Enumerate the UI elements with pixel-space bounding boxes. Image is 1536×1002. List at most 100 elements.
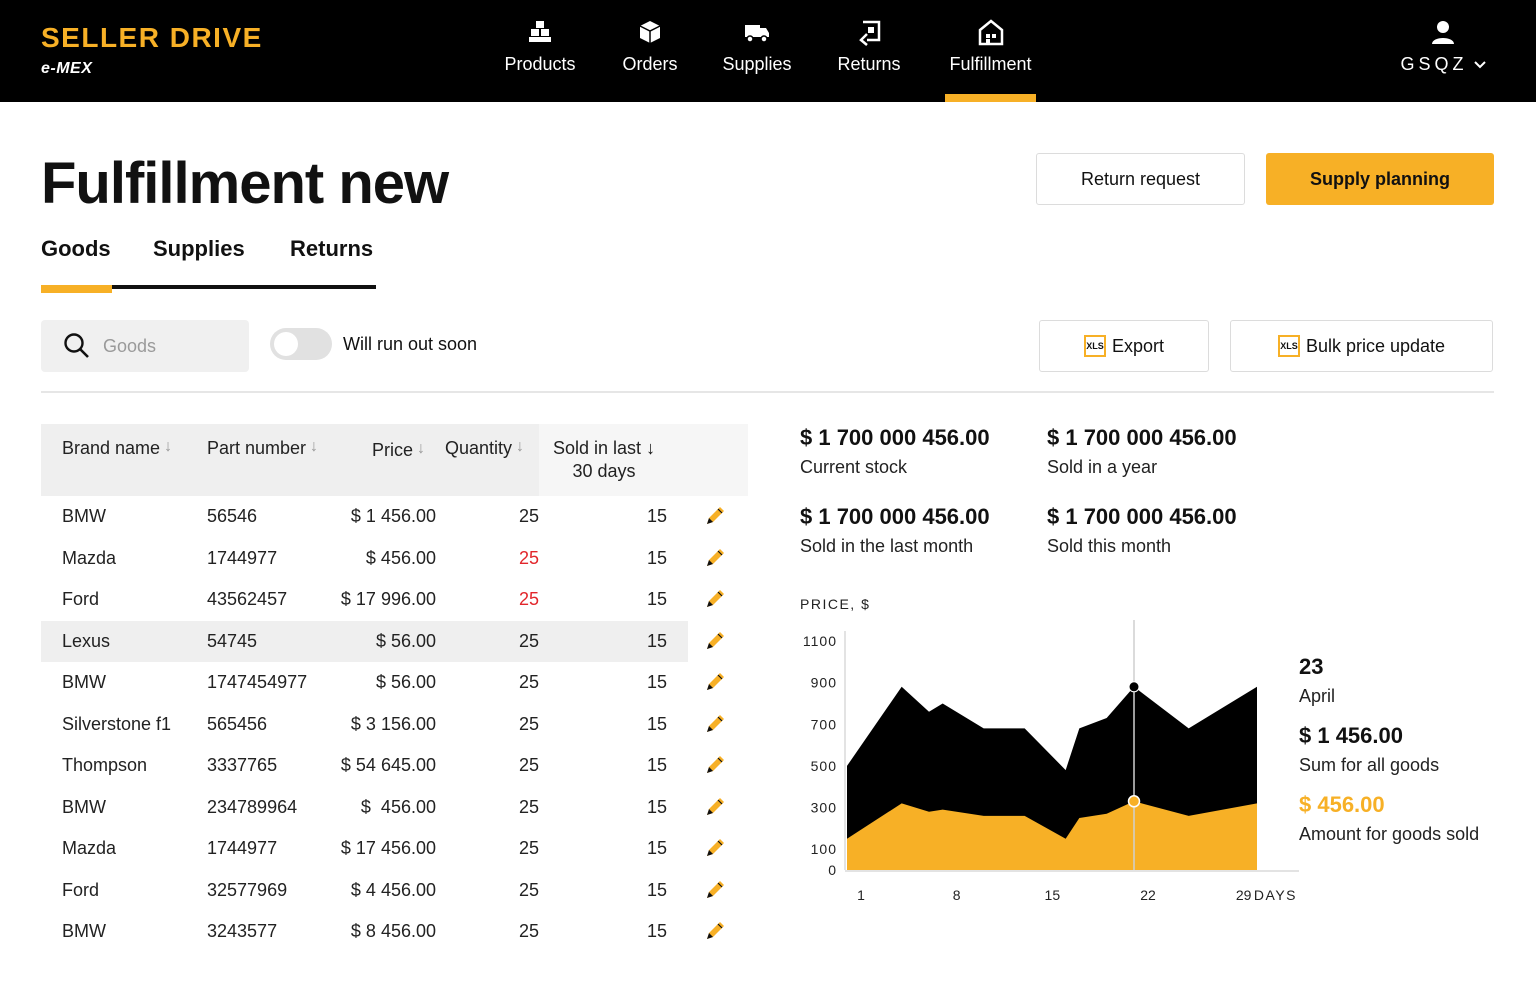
edit-pencil-icon [707,922,724,939]
cell-quantity: 25 [518,838,539,858]
area-series-sold [847,801,1257,870]
brand-logo[interactable]: SELLER DRIVE [41,22,263,53]
edit-button[interactable] [703,919,727,948]
table-row[interactable]: BMW 234789964 $ 456.00 25 15 [41,787,748,829]
header-part-label: Part number [207,438,307,458]
edit-button[interactable] [703,878,727,907]
cell-price: $ 8 456.00 [350,921,436,941]
marker-sold: $ 456.00 [1299,792,1385,817]
marker-total: $ 1 456.00 [1299,723,1403,748]
cell-sold: 15 [646,506,667,526]
table-row[interactable]: BMW 1747454977 $ 56.00 25 15 [41,662,748,704]
header-quantity-label: Quantity [445,438,513,458]
nav-fulfillment-label: Fulfillment [949,54,1032,74]
cell-brand: BMW [62,672,106,692]
cell-price: $ 3 156.00 [350,713,436,734]
cell-price: $ 17 456.00 [340,838,436,858]
export-button[interactable]: XLS Export [1039,320,1209,372]
x-tick-label: 8 [953,887,961,903]
nav-orders[interactable]: Orders [615,18,685,102]
cell-price: $ 56.00 [375,672,436,692]
table-row[interactable]: Lexus 54745 $ 56.00 25 15 [41,620,748,663]
tab-returns[interactable]: Returns [290,236,374,261]
header-part-number[interactable]: Part number ↓ [207,438,318,459]
nav-returns[interactable]: Returns [833,18,905,102]
cell-part-number: 43562457 [207,589,288,609]
top-navigation-bar: SELLER DRIVE e-MEX Products Orders Suppl… [0,0,1536,102]
y-tick-label: 300 [811,800,837,816]
price-chart[interactable]: PRICE, $ 0 100 300 500 700 900 1100 1 8 15 22 29 DAYS [780,590,1310,910]
cell-sold: 15 [646,589,667,609]
cell-part-number: 234789964 [207,796,298,817]
edit-button[interactable] [703,587,727,616]
edit-button[interactable] [703,629,727,658]
table-row[interactable]: Ford 43562457 $ 17 996.00 25 15 [41,579,748,621]
will-run-out-toggle[interactable] [270,328,332,360]
return-icon [859,20,881,46]
header-brand[interactable]: Brand name ↓ [62,438,172,459]
cell-part-number: 1744977 [207,838,278,858]
cell-sold: 15 [646,838,667,858]
brand-sub-logo: e-MEX [41,60,93,77]
x-tick-label: 22 [1140,887,1156,903]
nav-returns-label: Returns [837,54,901,74]
bulk-price-update-button[interactable]: XLS Bulk price update [1230,320,1493,372]
goods-table: Brand name ↓ Part number ↓ Price ↓ Quantity… [41,424,748,953]
marker-total-label: Sum for all goods [1299,755,1440,775]
y-tick-label: 700 [811,716,837,732]
edit-button[interactable] [703,795,727,824]
nav-supplies[interactable]: Supplies [718,18,796,102]
marker-month: April [1299,686,1336,706]
x-tick-label: 29 [1236,887,1252,903]
sort-arrow-icon: ↓ [516,438,525,455]
cell-part-number: 3243577 [207,921,278,941]
return-request-button[interactable]: Return request [1036,153,1245,205]
edit-button[interactable] [703,836,727,865]
tab-goods[interactable]: Goods [41,236,112,293]
package-icon [639,21,661,43]
cell-brand: Ford [62,589,100,609]
warehouse-icon [978,19,1003,46]
cell-sold: 15 [646,796,667,817]
header-brand-label: Brand name [62,438,161,458]
edit-button[interactable] [703,670,727,699]
table-row[interactable]: Mazda 1744977 $ 17 456.00 25 15 [41,828,748,870]
cell-brand: Lexus [62,630,111,651]
cell-part-number: 56546 [207,506,258,526]
nav-products[interactable]: Products [500,18,580,102]
search-box [41,320,249,372]
table-row[interactable]: BMW 56546 $ 1 456.00 25 15 [41,496,748,538]
edit-button[interactable] [703,546,727,575]
cell-part-number: 1744977 [207,547,278,568]
toggle-label: Will run out soon [343,334,478,354]
table-row[interactable]: BMW 3243577 $ 8 456.00 25 15 [41,911,748,953]
search-input[interactable] [103,335,233,357]
header-quantity[interactable]: Quantity ↓ [445,438,524,459]
edit-button[interactable] [703,504,727,533]
header-sold-30-days[interactable]: Sold in last ↓ 30 days [553,438,655,482]
marker-point-sold [1127,795,1141,808]
table-body: BMW 56546 $ 1 456.00 25 15 Mazda 1744977 $ 456.… [41,496,748,953]
xls-icon: XLS [1277,335,1300,357]
supply-planning-button[interactable]: Supply planning [1266,153,1494,205]
edit-button[interactable] [703,712,727,741]
edit-button[interactable] [703,753,727,782]
y-tick-label: 900 [811,675,837,691]
edit-pencil-icon [707,548,724,566]
table-row[interactable]: Mazda 1744977 $ 456.00 25 15 [41,538,748,580]
cell-quantity: 25 [518,630,539,651]
table-row[interactable]: Silverstone f1 565456 $ 3 156.00 25 15 [41,704,748,746]
stat-value: $ 1 700 000 456.00 [800,504,990,529]
edit-pencil-icon [707,797,724,815]
header-price[interactable]: Price ↓ [372,440,425,461]
cell-brand: Thompson [62,755,148,775]
y-axis-label: PRICE, $ [800,596,870,612]
user-menu[interactable]: GSQZ [1398,18,1488,75]
stat-label: Current stock [800,457,908,477]
table-row[interactable]: Ford 32577969 $ 4 456.00 25 15 [41,870,748,912]
table-row[interactable]: Thompson 3337765 $ 54 645.00 25 15 [41,745,748,787]
tab-supplies[interactable]: Supplies [153,236,245,261]
header-sold-line2: 30 days [572,461,636,481]
nav-fulfillment[interactable]: Fulfillment [945,18,1036,102]
sort-arrow-active-icon: ↓ [646,438,656,458]
